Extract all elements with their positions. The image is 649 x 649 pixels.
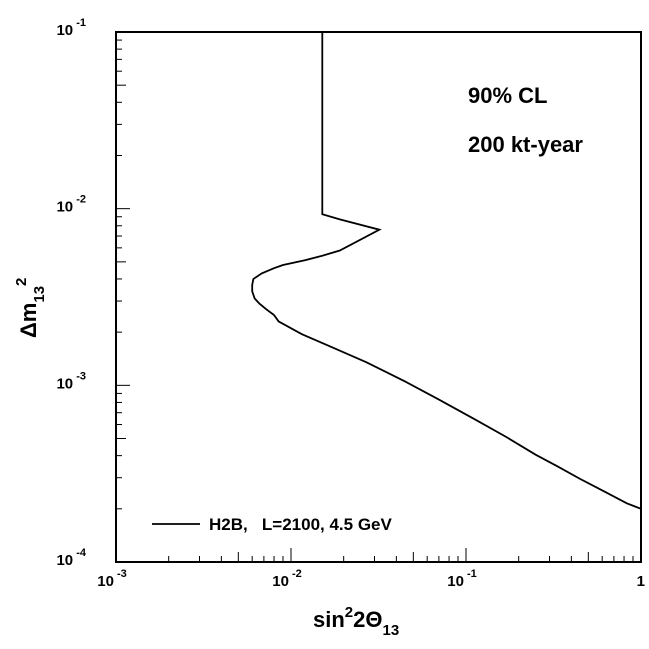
plot-frame	[115, 31, 642, 563]
y-tick-labels: 10 -4 10 -3 10 -2 10 -1	[56, 17, 86, 569]
x-tick-label: 10 -3	[97, 568, 127, 590]
y-axis-title: Δm132	[13, 278, 48, 338]
legend-label: H2B, L=2100, 4.5 GeV	[209, 515, 393, 534]
axis-ticks	[115, 31, 642, 563]
legend: H2B, L=2100, 4.5 GeV	[152, 515, 393, 534]
x-tick-label: 10 -2	[272, 568, 302, 590]
x-tick-labels: 10 -3 10 -2 10 -1 1	[97, 568, 645, 590]
y-tick-label: 10 -3	[56, 370, 86, 392]
x-axis-title: sin22Θ13	[313, 604, 399, 639]
y-tick-label: 10 -4	[56, 547, 86, 569]
x-tick-label: 10 -1	[447, 568, 477, 590]
x-tick-label: 1	[637, 573, 645, 590]
series-line-h2b	[251, 32, 642, 510]
y-tick-label: 10 -2	[56, 194, 86, 216]
annotation-cl: 90% CL	[468, 83, 547, 108]
annotation-exposure: 200 kt-year	[468, 132, 583, 157]
y-tick-label: 10 -1	[56, 17, 86, 39]
